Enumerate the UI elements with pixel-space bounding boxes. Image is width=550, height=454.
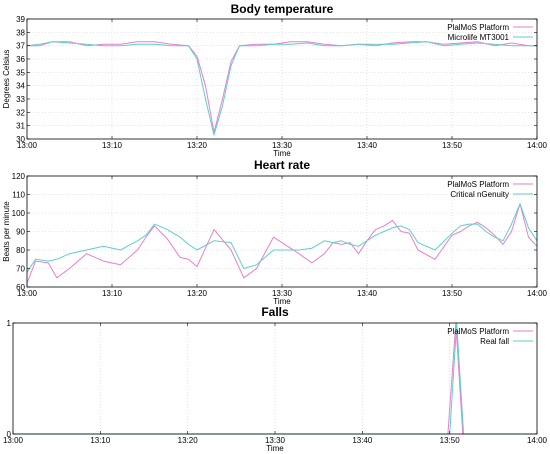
series-line-2 bbox=[13, 322, 537, 435]
y-tick-label: 30 bbox=[16, 135, 25, 144]
y-tick-label: 70 bbox=[16, 265, 25, 274]
x-tick-label: 13:20 bbox=[187, 289, 208, 298]
x-tick-label: 13:40 bbox=[357, 289, 378, 298]
y-tick-label: 60 bbox=[16, 283, 25, 292]
y-tick-label: 34 bbox=[16, 82, 25, 91]
x-tick-label: 13:30 bbox=[265, 436, 286, 445]
y-axis-label: Degrees Celsius bbox=[2, 50, 11, 109]
chart-3: Falls 13:00 13:10 13:20 13:30 13:40 13:50 14:00… bbox=[3, 305, 548, 453]
y-tick-label: 31 bbox=[16, 122, 25, 131]
y-tick-label: 33 bbox=[16, 95, 25, 104]
y-tick-label: 110 bbox=[12, 191, 25, 200]
x-tick-label: 13:50 bbox=[442, 141, 463, 150]
legend-label-1: PlalMoS Platform bbox=[447, 180, 509, 189]
y-tick-label: 36 bbox=[16, 55, 25, 64]
y-tick-label: 39 bbox=[16, 15, 25, 24]
x-tick-label: 14:00 bbox=[527, 289, 548, 298]
x-axis-label: Time bbox=[273, 149, 291, 158]
x-tick-label: 14:00 bbox=[527, 436, 548, 445]
x-tick-label: 13:20 bbox=[178, 436, 199, 445]
legend-label-1: PlalMoS Platform bbox=[447, 327, 509, 336]
legend-label-1: PlalMoS Platform bbox=[447, 23, 509, 32]
series-line-2 bbox=[26, 41, 537, 136]
x-tick-label: 13:50 bbox=[440, 436, 461, 445]
y-tick-label: 0 bbox=[7, 430, 12, 439]
chart-title: Heart rate bbox=[254, 158, 310, 172]
x-tick-label: 13:10 bbox=[102, 141, 123, 150]
x-axis-label: Time bbox=[273, 297, 291, 306]
y-tick-label: 37 bbox=[16, 42, 25, 51]
y-tick-label: 38 bbox=[16, 28, 25, 37]
x-tick-label: 13:10 bbox=[102, 289, 123, 298]
legend-label-2: Real fall bbox=[480, 337, 509, 346]
series-line-1 bbox=[13, 322, 537, 435]
x-tick-label: 13:50 bbox=[442, 289, 463, 298]
y-tick-label: 1 bbox=[7, 319, 12, 328]
x-tick-label: 13:00 bbox=[3, 436, 24, 445]
x-axis-label: Time bbox=[266, 444, 284, 453]
x-tick-label: 13:40 bbox=[357, 141, 378, 150]
y-tick-label: 90 bbox=[16, 228, 25, 237]
x-tick-label: 13:00 bbox=[17, 289, 38, 298]
legend-label-2: Critical nGenuity bbox=[450, 190, 509, 199]
y-tick-label: 35 bbox=[16, 68, 25, 77]
series-line-1 bbox=[27, 41, 537, 133]
chart-1: Body temperature 13:00 13:10 13:20 13:30 13:4… bbox=[2, 2, 548, 158]
x-tick-label: 13:40 bbox=[352, 436, 373, 445]
y-tick-label: 100 bbox=[12, 209, 26, 218]
y-axis-label: Beats per minute bbox=[2, 201, 11, 262]
series-line-2 bbox=[26, 203, 538, 273]
y-tick-label: 120 bbox=[12, 172, 26, 181]
x-tick-label: 13:30 bbox=[272, 289, 293, 298]
x-tick-label: 13:10 bbox=[90, 436, 111, 445]
plot-frame bbox=[12, 322, 538, 435]
legend-label-2: Microlife MT3001 bbox=[448, 33, 510, 42]
x-tick-label: 14:00 bbox=[527, 141, 548, 150]
chart-title: Falls bbox=[261, 305, 289, 319]
chart-title: Body temperature bbox=[231, 2, 334, 16]
x-tick-label: 13:20 bbox=[187, 141, 208, 150]
x-tick-label: 13:00 bbox=[17, 141, 38, 150]
chart-2: Heart rate 13:00 13:10 13:20 13:30 13:40 13:50… bbox=[2, 158, 548, 306]
series-line-1 bbox=[26, 203, 538, 284]
y-tick-label: 32 bbox=[16, 108, 25, 117]
x-tick-label: 13:30 bbox=[272, 141, 293, 150]
y-tick-label: 80 bbox=[16, 246, 25, 255]
